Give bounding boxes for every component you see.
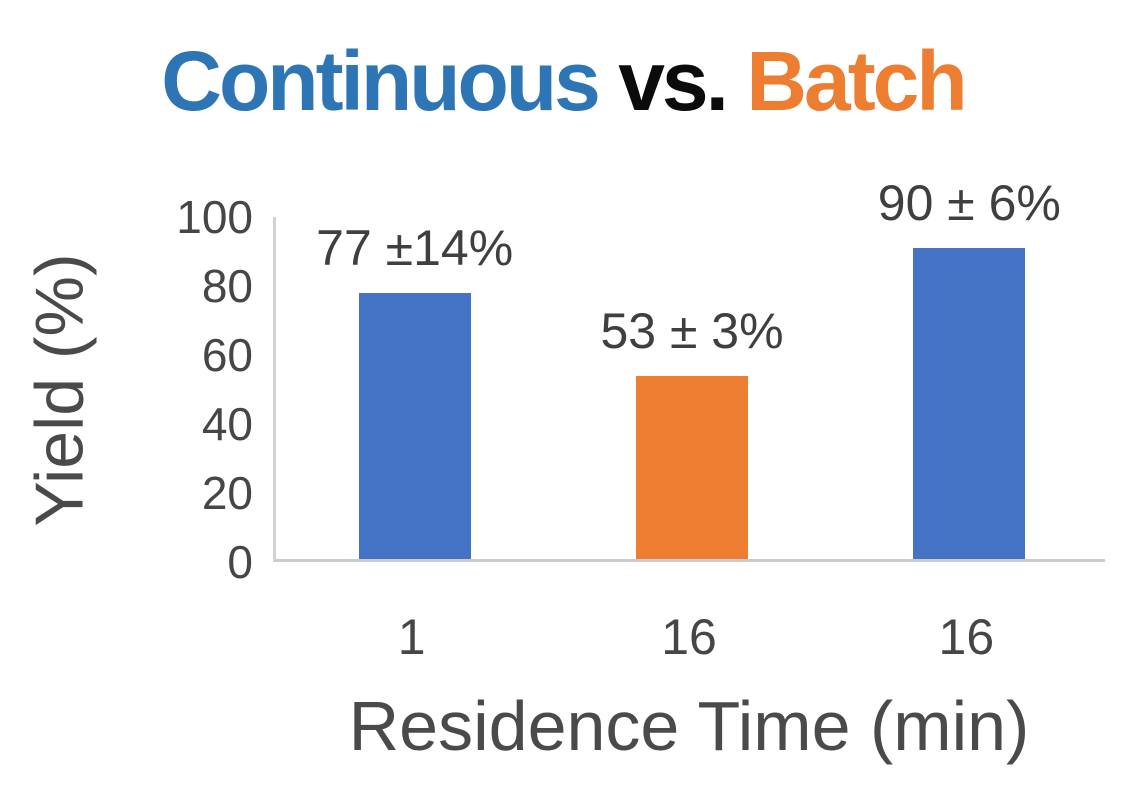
plot-area: 77 ±14% 53 ± 3% 90 ± 6%: [273, 178, 1105, 562]
x-tick-label-3: 16: [938, 609, 995, 665]
x-axis-tick-labels: 1 16 16: [273, 612, 1105, 668]
x-tick-label-1: 1: [397, 609, 426, 665]
y-tick-label-20: 20: [201, 467, 253, 519]
y-tick-label-80: 80: [201, 260, 253, 312]
y-tick-label-60: 60: [201, 329, 253, 381]
y-axis-title-text: Yield (%): [22, 252, 99, 527]
chart-title-vs: vs.: [597, 34, 747, 128]
y-axis-tick-labels: 0 20 40 60 80 100: [120, 194, 253, 585]
y-tick-label-40: 40: [201, 398, 253, 450]
chart-title-continuous: Continuous: [161, 34, 601, 128]
bar-value-label-1: 77 ±14%: [316, 220, 514, 276]
x-axis-title: Residence Time (min): [348, 687, 1030, 765]
chart-title-batch: Batch: [746, 34, 967, 128]
y-axis-title: Yield (%): [0, 217, 120, 562]
x-tick-label-2: 16: [661, 609, 717, 665]
bar-2: [636, 376, 748, 559]
bar-value-label-2: 53 ± 3%: [600, 303, 784, 359]
bar-value-label-3: 90 ± 6%: [877, 175, 1061, 231]
chart-title: Continuous vs. Batch: [0, 34, 1126, 128]
bar-3: [913, 248, 1026, 559]
y-tick-label-0: 0: [227, 536, 253, 588]
y-tick-label-100: 100: [176, 191, 253, 243]
bar-1: [358, 293, 471, 559]
